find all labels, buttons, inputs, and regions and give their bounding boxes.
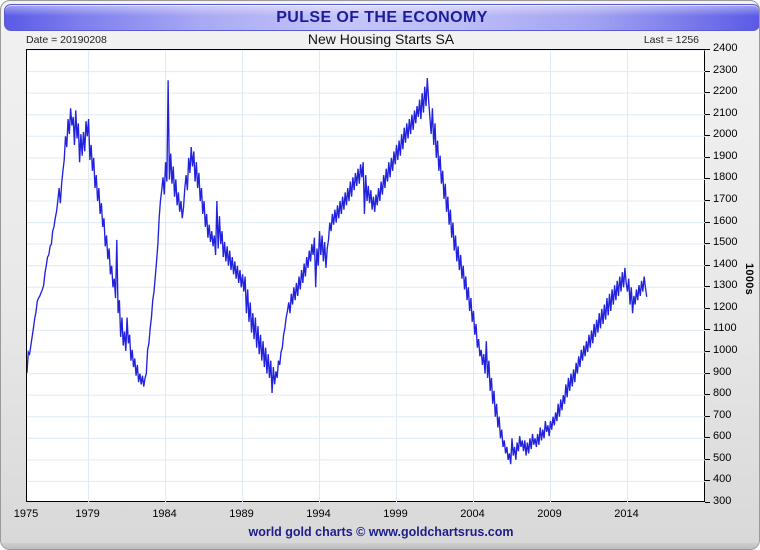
x-axis-label: 1989 bbox=[229, 508, 254, 520]
series-line-0 bbox=[27, 78, 647, 464]
y-axis-label: 300 bbox=[713, 495, 732, 507]
grid-lines bbox=[27, 50, 706, 503]
chart-title: New Housing Starts SA bbox=[307, 31, 455, 47]
y-axis-tick bbox=[705, 480, 710, 482]
y-axis-label: 2400 bbox=[713, 42, 738, 54]
y-axis-tick bbox=[705, 49, 710, 50]
y-axis-label: 1700 bbox=[713, 193, 738, 205]
y-axis-tick bbox=[705, 415, 710, 417]
y-axis-tick bbox=[705, 502, 710, 503]
y-axis-tick bbox=[705, 437, 710, 439]
y-axis-label: 1400 bbox=[713, 257, 738, 270]
y-axis-label: 800 bbox=[713, 387, 732, 400]
date-readout: Date = 20190208 bbox=[26, 34, 107, 46]
y-axis-label: 1500 bbox=[713, 236, 738, 249]
x-axis-label: 2014 bbox=[614, 508, 639, 520]
y-axis-tick bbox=[705, 113, 710, 115]
y-axis-tick bbox=[705, 458, 710, 460]
y-axis-tick bbox=[705, 200, 710, 201]
x-axis-label: 1984 bbox=[152, 508, 177, 520]
y-axis-tick bbox=[705, 92, 710, 94]
x-axis-label: 2009 bbox=[537, 508, 562, 520]
last-value-readout: Last = 1256 bbox=[643, 34, 699, 46]
window-titlebar: PULSE OF THE ECONOMY bbox=[4, 4, 759, 31]
y-axis-tick bbox=[705, 221, 710, 223]
series-line-group bbox=[27, 78, 647, 464]
y-axis-tick bbox=[705, 178, 710, 180]
y-axis-label: 500 bbox=[713, 451, 732, 464]
y-axis-title: 1000s bbox=[743, 263, 755, 296]
y-axis-tick bbox=[705, 372, 710, 374]
y-axis-tick bbox=[705, 394, 710, 396]
x-axis-label: 1979 bbox=[75, 508, 100, 520]
y-axis-label: 1000 bbox=[713, 344, 738, 356]
y-axis-tick bbox=[705, 243, 710, 245]
chart-header-row: Date = 20190208 New Housing Starts SA La… bbox=[1, 31, 759, 49]
y-axis-label: 1300 bbox=[713, 279, 738, 292]
x-axis-label: 1994 bbox=[306, 508, 331, 520]
chart-canvas bbox=[27, 50, 706, 503]
y-axis-label: 2300 bbox=[713, 63, 738, 76]
y-axis-label: 1900 bbox=[713, 149, 738, 162]
y-axis-label: 1600 bbox=[713, 214, 738, 227]
y-axis-tick bbox=[705, 351, 710, 352]
y-axis-tick bbox=[705, 329, 710, 331]
window-bottom-edge bbox=[1, 543, 759, 549]
y-axis-label: 600 bbox=[713, 430, 732, 443]
y-axis-tick bbox=[705, 307, 710, 309]
x-axis-label: 1975 bbox=[13, 508, 39, 520]
y-axis-label: 1100 bbox=[713, 322, 737, 335]
y-axis-tick bbox=[705, 70, 710, 72]
y-axis-tick bbox=[705, 135, 710, 137]
y-axis-label: 2200 bbox=[713, 85, 738, 98]
y-axis-tick bbox=[705, 156, 710, 158]
plot-area bbox=[26, 49, 706, 503]
x-axis-label: 1999 bbox=[383, 508, 408, 520]
y-axis-tick bbox=[705, 286, 710, 288]
y-axis-label: 400 bbox=[713, 473, 732, 486]
window-title: PULSE OF THE ECONOMY bbox=[276, 9, 488, 26]
y-axis-tick bbox=[705, 264, 710, 266]
y-axis-label: 2000 bbox=[713, 128, 738, 141]
y-axis-label: 900 bbox=[713, 365, 732, 378]
y-axis-label: 700 bbox=[713, 408, 732, 421]
y-axis-label: 2100 bbox=[713, 106, 738, 119]
y-axis-label: 1800 bbox=[713, 171, 738, 184]
footer-credit: world gold charts © www.goldchartsrus.co… bbox=[248, 525, 514, 539]
y-axis-label: 1200 bbox=[713, 300, 738, 313]
x-axis-label: 2004 bbox=[460, 508, 485, 520]
